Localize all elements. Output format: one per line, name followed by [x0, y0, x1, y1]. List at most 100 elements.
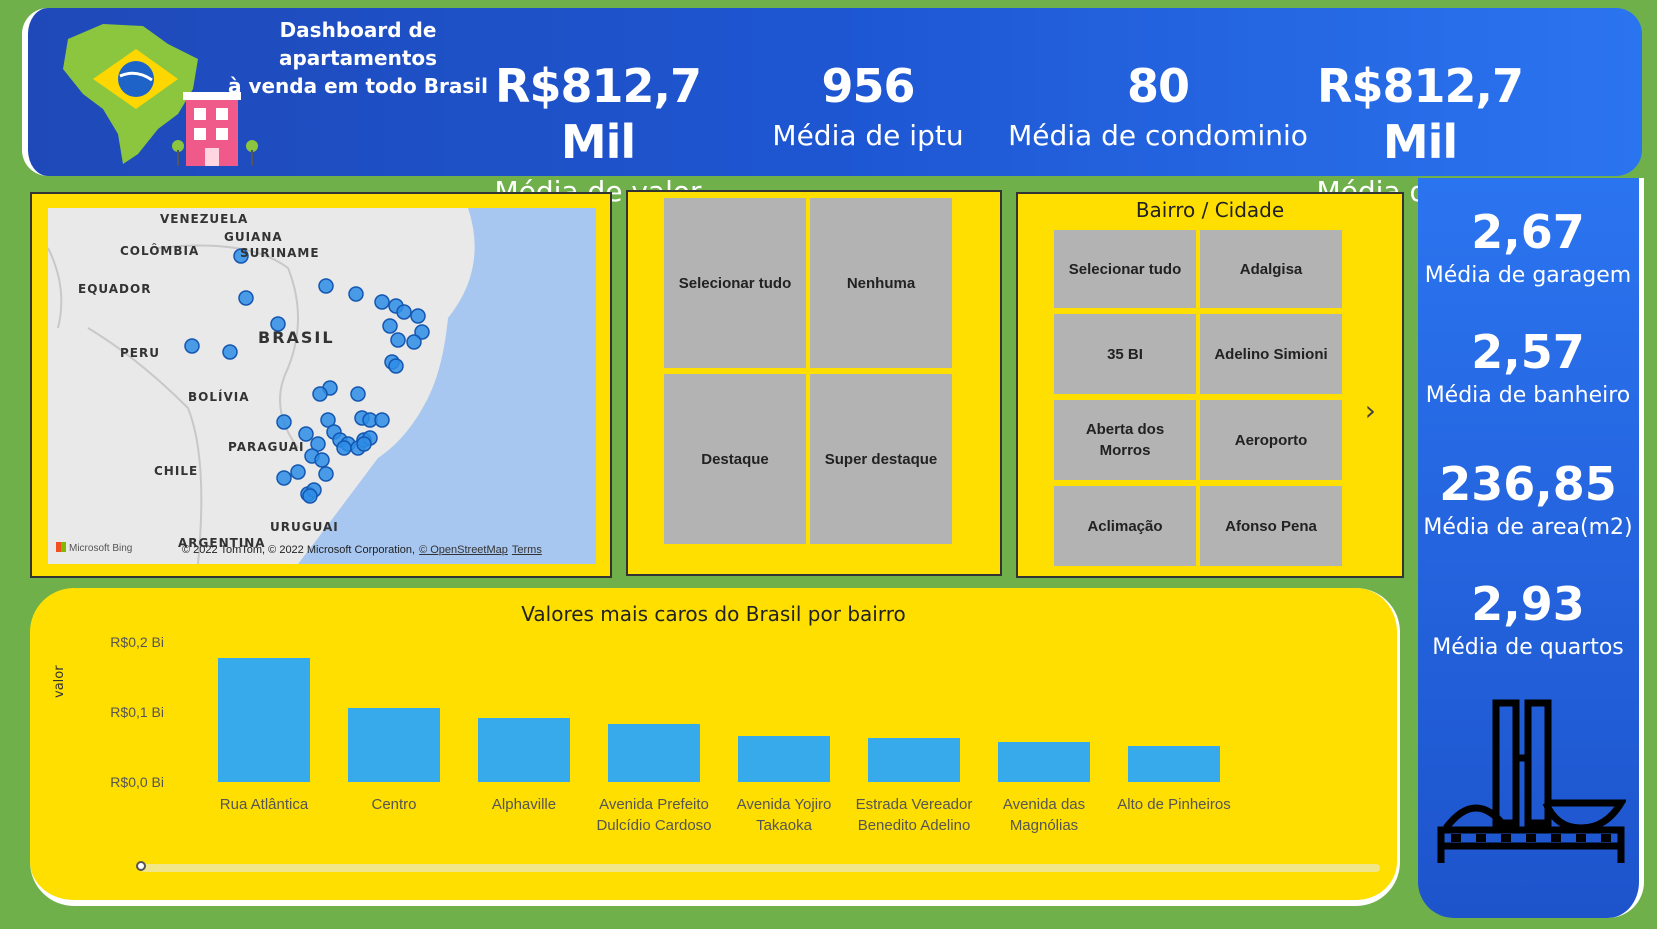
map-bubble[interactable] — [314, 452, 330, 468]
bar[interactable] — [738, 735, 830, 782]
slicer-option-super-destaque[interactable]: Super destaque — [810, 374, 952, 544]
map-label-guiana: GUIANA — [224, 230, 283, 244]
map-bubble[interactable] — [348, 286, 364, 302]
bar[interactable] — [998, 742, 1090, 782]
map-bubble[interactable] — [350, 386, 366, 402]
slicer-option-select-all[interactable]: Selecionar tudo — [1054, 230, 1196, 308]
map-label-argentina: ARGENTINA — [178, 536, 266, 550]
osm-link[interactable]: © OpenStreetMap — [419, 544, 508, 556]
kpi-value: 956 — [821, 59, 915, 113]
chevron-right-icon[interactable]: › — [1364, 394, 1376, 427]
bing-logo: Microsoft Bing — [56, 542, 132, 554]
kpi-label: Média de condominio — [1008, 119, 1308, 152]
x-tick-label: Estrada Vereador Benedito Adelino — [855, 796, 973, 834]
map-bubble[interactable] — [336, 440, 352, 456]
terms-link[interactable]: Terms — [511, 544, 542, 556]
title-line-2: à venda em todo Brasil — [228, 74, 488, 98]
bar[interactable] — [608, 723, 700, 782]
bar[interactable] — [478, 717, 570, 782]
slicer-option-afonso-pena[interactable]: Afonso Pena — [1200, 486, 1342, 566]
stat-label: Média de banheiro — [1425, 383, 1631, 408]
slicer-option-adelino-simioni[interactable]: Adelino Simioni — [1200, 314, 1342, 394]
stat-label: Média de garagem — [1424, 263, 1632, 288]
title-line-1: Dashboard de apartamentos — [278, 18, 438, 70]
map-bubble[interactable] — [238, 290, 254, 306]
map-bubble[interactable] — [276, 414, 292, 430]
y-tick: R$0,2 Bi — [110, 634, 164, 650]
map-bubble[interactable] — [390, 332, 406, 348]
x-tick-label: Alphaville — [491, 796, 557, 813]
map-label-suriname: SURINAME — [240, 246, 320, 260]
map-bubble[interactable] — [388, 358, 404, 374]
slicer-option-aclimacao[interactable]: Aclimação — [1054, 486, 1196, 566]
map-bubble[interactable] — [290, 464, 306, 480]
x-tick-label: Avenida Yojiro Takaoka — [736, 796, 832, 834]
x-tick-label: Rua Atlântica — [219, 796, 309, 813]
map-bubble[interactable] — [233, 248, 249, 264]
map-label-venezuela: VENEZUELA — [160, 212, 249, 226]
map-bubble[interactable] — [302, 488, 318, 504]
map-bubble[interactable] — [222, 344, 238, 360]
slicer-option-select-all[interactable]: Selecionar tudo — [664, 198, 806, 368]
map-bubble[interactable] — [414, 324, 430, 340]
kpi-value: R$812,7 Mil — [1317, 59, 1524, 169]
map-label-brasil: BRASIL — [258, 328, 335, 347]
map-bubble[interactable] — [318, 466, 334, 482]
map-bubble[interactable] — [298, 426, 314, 442]
stat-value: 2,67 — [1471, 205, 1585, 259]
map-bubble[interactable] — [374, 412, 390, 428]
map-bubble[interactable] — [276, 470, 292, 486]
stat-value: 236,85 — [1439, 457, 1617, 511]
bar[interactable] — [348, 708, 440, 782]
slicer-option-aeroporto[interactable]: Aeroporto — [1200, 400, 1342, 480]
kpi-media-iptu: 956 Média de iptu — [758, 58, 978, 158]
map-panel: VENEZUELA GUIANA SURINAME COLÔMBIA EQUAD… — [30, 192, 612, 578]
map-bubble[interactable] — [270, 316, 286, 332]
congress-building-icon — [1437, 699, 1626, 863]
map-label-bolivia: BOLÍVIA — [188, 390, 250, 404]
stat-banheiro: 2,57 Média de banheiro — [1418, 324, 1638, 412]
microsoft-logo-icon — [56, 542, 66, 552]
bubble-map[interactable]: VENEZUELA GUIANA SURINAME COLÔMBIA EQUAD… — [48, 208, 596, 564]
map-label-peru: PERU — [120, 346, 160, 360]
chart-title: Valores mais caros do Brasil por bairro — [521, 602, 906, 626]
stat-garagem: 2,67 Média de garagem — [1418, 204, 1638, 292]
map-label-colombia: COLÔMBIA — [120, 244, 200, 258]
map-bubble[interactable] — [318, 278, 334, 294]
map-bubble[interactable] — [406, 334, 422, 350]
stat-value: 2,57 — [1471, 325, 1585, 379]
x-tick-label: Centro — [371, 796, 417, 813]
map-bubble[interactable] — [374, 294, 390, 310]
map-bubble[interactable] — [312, 386, 328, 402]
slicer-option-adalgisa[interactable]: Adalgisa — [1200, 230, 1342, 308]
scrollbar-handle[interactable] — [136, 861, 146, 871]
brazil-map-logo-icon — [63, 24, 258, 166]
map-bubble[interactable] — [320, 412, 336, 428]
bar-chart-panel: Valores mais caros do Brasil por bairro … — [30, 588, 1400, 906]
y-tick: R$0,1 Bi — [110, 704, 164, 720]
slicer-option-35-bi[interactable]: 35 BI — [1054, 314, 1196, 394]
slicer-bairro-panel: Bairro / Cidade Selecionar tudo Adalgisa… — [1016, 192, 1404, 578]
chart-scrollbar[interactable] — [136, 861, 1380, 872]
map-bubble[interactable] — [184, 338, 200, 354]
map-bubble[interactable] — [396, 304, 412, 320]
map-bubble[interactable] — [382, 318, 398, 334]
map-label-uruguai: URUGUAI — [270, 520, 339, 534]
map-bubble[interactable] — [310, 436, 326, 452]
dashboard-title: Dashboard de apartamentos à venda em tod… — [208, 16, 508, 100]
map-label-equador: EQUADOR — [78, 282, 152, 296]
slicer-option-none[interactable]: Nenhuma — [810, 198, 952, 368]
slicer-option-aberta-dos-morros[interactable]: Aberta dos Morros — [1054, 400, 1196, 480]
map-bubble[interactable] — [410, 308, 426, 324]
bar[interactable] — [218, 657, 310, 782]
header-banner: Dashboard de apartamentos à venda em tod… — [22, 8, 1642, 208]
slicer-option-destaque[interactable]: Destaque — [664, 374, 806, 544]
bar[interactable] — [1128, 745, 1220, 782]
stat-label: Média de area(m2) — [1423, 515, 1633, 540]
stat-quartos: 2,93 Média de quartos — [1418, 576, 1638, 664]
attribution-text: © 2022 TomTom, © 2022 Microsoft Corporat… — [182, 544, 416, 556]
bar[interactable] — [868, 738, 960, 782]
sidebar-stats: 2,67 Média de garagem 2,57 Média de banh… — [1418, 178, 1644, 918]
map-bubble[interactable] — [356, 436, 372, 452]
stat-area: 236,85 Média de area(m2) — [1418, 456, 1638, 544]
